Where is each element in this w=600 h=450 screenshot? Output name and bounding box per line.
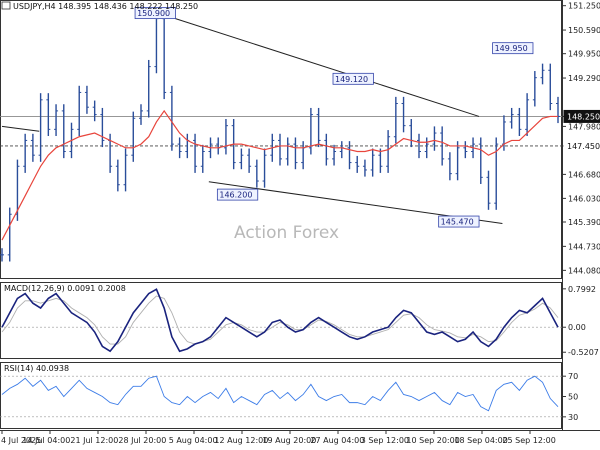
macd-header: MACD(12,26,9) 0.0091 0.2008 <box>4 284 126 293</box>
price-label-0: 148.250 <box>567 112 600 121</box>
y-tick-label: 146.030 <box>568 194 600 203</box>
collapse-icon <box>1 1 11 10</box>
y-tick-label: 144.730 <box>568 242 600 251</box>
annotation-label-3: 146.200 <box>219 191 252 200</box>
macd-series-line <box>1 295 559 345</box>
macd-series-line <box>1 288 559 353</box>
x-tick-label: 4 Jul 2025 <box>1 436 41 445</box>
x-tick-label: 18 Sep 04:00 <box>454 436 507 445</box>
price-label-box-0 <box>563 109 600 123</box>
rsi-header: RSI(14) 40.0938 <box>4 364 69 373</box>
rsi-y-tick-label: 50 <box>568 393 578 402</box>
macd-y-tick-label: -0.5207 <box>568 348 599 357</box>
rsi-line <box>1 375 559 412</box>
moving-average-line <box>1 109 558 241</box>
annotation-label-1: 149.120 <box>335 75 368 84</box>
pane-frame-1 <box>0 282 562 359</box>
price-label-box-1 <box>563 139 600 153</box>
annotation-box-0 <box>134 7 176 20</box>
y-tick-label: 145.390 <box>568 218 600 227</box>
annotation-label-0: 150.900 <box>137 9 170 18</box>
x-tick-label: 12 Aug 12:00 <box>214 436 268 445</box>
y-tick-label: 146.680 <box>568 170 600 179</box>
y-tick-label: 151.250 <box>568 2 600 11</box>
annotation-box-4 <box>438 215 480 228</box>
x-tick-label: 19 Aug 20:00 <box>262 436 316 445</box>
y-tick-label: 149.290 <box>568 74 600 83</box>
annotation-box-3 <box>216 188 259 201</box>
watermark: Action Forex <box>234 223 339 243</box>
x-tick-label: 10 Sep 20:00 <box>406 436 459 445</box>
rsi-y-tick-label: 30 <box>568 413 578 422</box>
macd-y-tick-label: 0.00 <box>568 323 586 332</box>
annotation-box-1 <box>332 72 374 85</box>
pane-frame-2 <box>0 362 562 429</box>
annotation-label-4: 145.470 <box>441 218 474 227</box>
y-tick-label: 144.080 <box>568 266 600 275</box>
price-label-1: 147.450 <box>567 142 600 151</box>
rsi-y-tick-label: 70 <box>568 372 578 381</box>
y-tick-label: 150.590 <box>568 26 600 35</box>
x-tick-label: 25 Sep 12:00 <box>502 436 555 445</box>
x-tick-label: 3 Sep 12:00 <box>361 436 409 445</box>
y-tick-label: 149.950 <box>568 50 600 59</box>
annotation-box-2 <box>492 42 534 55</box>
annotation-label-2: 149.950 <box>495 44 528 53</box>
x-tick-label: 14 Jul 04:00 <box>22 436 70 445</box>
trendline-0 <box>1 125 40 132</box>
x-tick-label: 21 Jul 12:00 <box>70 436 118 445</box>
x-tick-label: 27 Aug 04:00 <box>310 436 364 445</box>
x-tick-label: 5 Aug 04:00 <box>169 436 218 445</box>
macd-y-tick-label: 0.7992 <box>568 285 596 294</box>
y-tick-label: 147.980 <box>568 122 600 131</box>
main-header: USDJPY,H4 148.395 148.436 148.222 148.25… <box>13 2 198 11</box>
x-tick-label: 28 Jul 20:00 <box>118 436 166 445</box>
trendline-1 <box>175 18 480 117</box>
pane-frame-0 <box>0 0 562 279</box>
